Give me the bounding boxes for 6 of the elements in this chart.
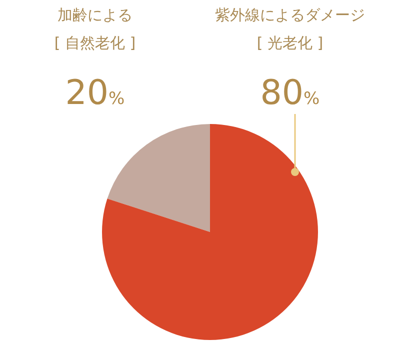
pie-slice bbox=[102, 124, 318, 340]
pie-slice bbox=[107, 124, 210, 232]
slice-label: 加齢による [ 自然老化 ] bbox=[54, 6, 136, 52]
data-label: 20% bbox=[65, 73, 125, 113]
slice-label: 紫外線によるダメージ [ 光老化 ] bbox=[215, 6, 365, 52]
data-label: 80% bbox=[260, 73, 320, 113]
